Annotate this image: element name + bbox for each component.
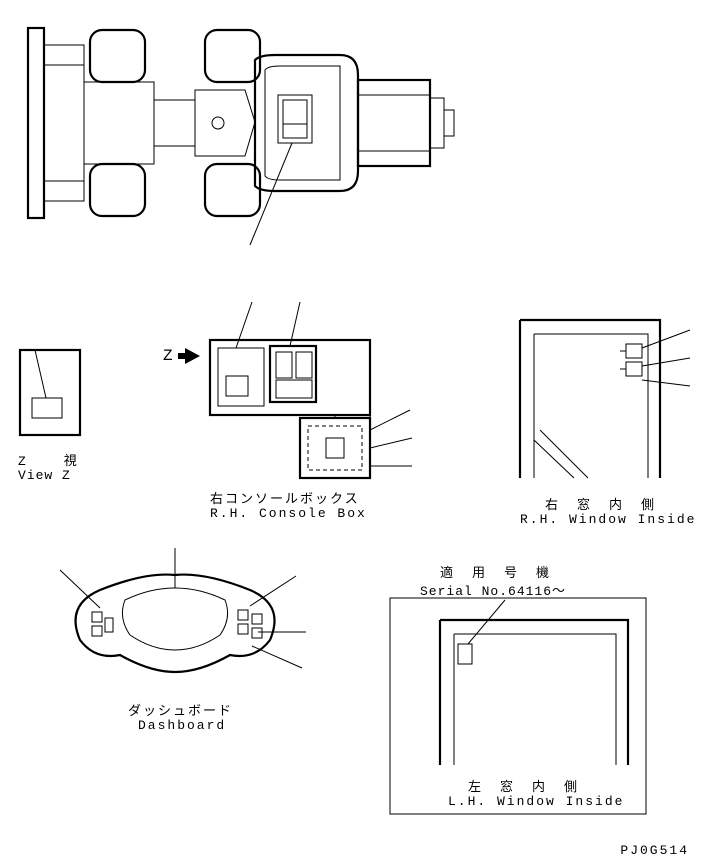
- diagram-code: PJ0G514: [620, 843, 689, 858]
- serial-label-en: Serial No.64116～: [420, 580, 566, 599]
- console-box-label-en: R.H. Console Box: [210, 506, 367, 521]
- dashboard-figure: [60, 548, 306, 672]
- dashboard-label-jp: ダッシュボード: [128, 700, 233, 719]
- view-z-label-en: View Z: [18, 468, 71, 483]
- rh-window-figure: [520, 320, 690, 478]
- svg-text:Z: Z: [163, 347, 173, 365]
- dashboard-label-en: Dashboard: [138, 718, 226, 733]
- rh-window-label-en: R.H. Window Inside: [520, 512, 696, 527]
- view-z-label-jp: Z 視: [18, 450, 81, 469]
- vehicle-top-view: [28, 28, 454, 245]
- console-box-label-jp: 右コンソールボックス: [210, 488, 360, 507]
- view-z-figure: [20, 350, 80, 435]
- console-box-figure: [210, 302, 412, 478]
- serial-label-jp: 適 用 号 機: [440, 562, 552, 581]
- z-arrow: Z: [163, 347, 200, 365]
- lh-window-label-jp: 左 窓 内 側: [468, 776, 580, 795]
- diagram-canvas: Z: [0, 0, 701, 868]
- rh-window-label-jp: 右 窓 内 側: [545, 494, 657, 513]
- lh-window-label-en: L.H. Window Inside: [448, 794, 624, 809]
